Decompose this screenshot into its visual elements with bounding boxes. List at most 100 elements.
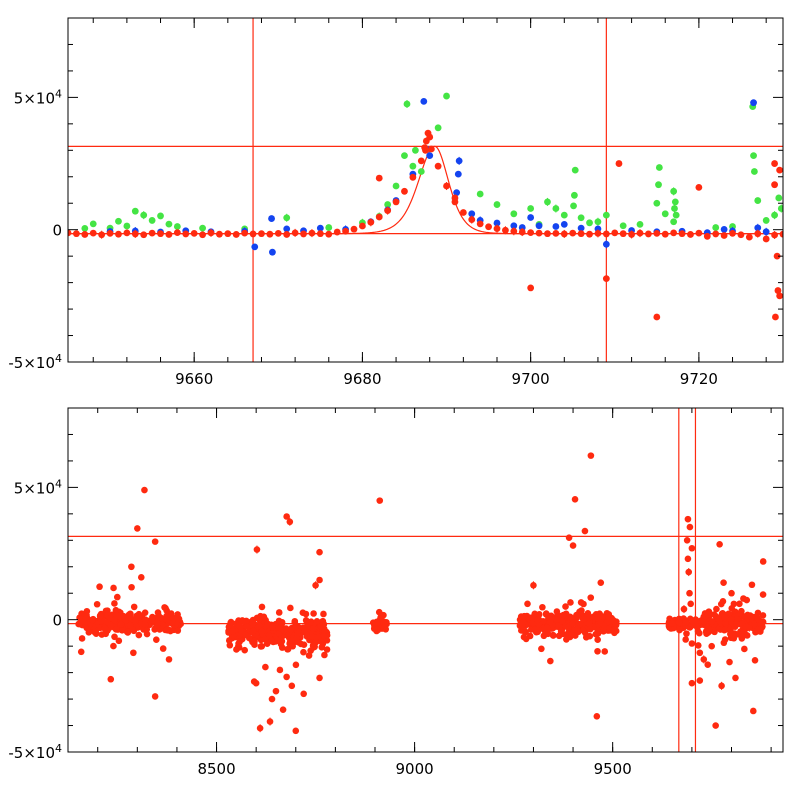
data-point: [321, 651, 328, 659]
data-point: [266, 718, 274, 725]
data-point: [303, 633, 311, 640]
data-point: [266, 230, 274, 238]
data-point: [565, 534, 573, 541]
data-point: [422, 146, 429, 154]
data-point: [741, 645, 748, 653]
data-point: [251, 243, 259, 251]
data-point: [682, 636, 689, 643]
data-point: [420, 97, 428, 105]
data-point: [91, 628, 98, 636]
y-tick-label: -5×104: [8, 352, 62, 372]
data-point: [291, 618, 299, 626]
data-point: [249, 230, 257, 238]
data-point: [106, 230, 114, 237]
data-point: [240, 617, 248, 625]
data-point: [375, 608, 383, 616]
data-point: [455, 157, 463, 165]
data-point: [672, 211, 680, 219]
data-point: [134, 525, 141, 532]
data-point: [283, 513, 290, 520]
data-point: [300, 230, 307, 238]
data-point: [539, 603, 546, 611]
data-point: [670, 229, 678, 237]
data-point: [527, 205, 535, 212]
data-point: [560, 230, 568, 238]
plot-area: [68, 18, 783, 362]
data-point: [544, 198, 551, 206]
data-point: [759, 591, 767, 598]
data-point: [320, 632, 328, 640]
cluster-1: [75, 583, 184, 656]
data-point: [252, 679, 260, 687]
data-point: [120, 612, 127, 620]
data-point: [688, 640, 696, 647]
data-point: [227, 618, 235, 626]
data-point: [159, 645, 167, 652]
data-point: [533, 626, 540, 633]
data-point: [740, 595, 747, 602]
data-point: [575, 628, 582, 636]
data-point: [165, 231, 173, 238]
data-point: [584, 610, 592, 617]
data-point: [700, 618, 708, 625]
data-point: [287, 604, 294, 612]
data-point: [153, 636, 160, 644]
data-point: [98, 631, 106, 638]
data-point: [129, 626, 136, 633]
data-point: [310, 610, 317, 617]
data-point: [427, 145, 435, 153]
series-red: [107, 452, 767, 735]
data-point: [736, 600, 743, 608]
data-point: [316, 224, 324, 232]
data-point: [320, 610, 327, 618]
data-point: [680, 605, 688, 613]
data-point: [318, 643, 326, 651]
x-tick-label: 9000: [396, 760, 434, 778]
data-point: [748, 581, 756, 589]
data-point: [229, 628, 236, 635]
data-point: [249, 627, 257, 635]
data-point: [130, 649, 137, 657]
data-point: [88, 616, 96, 624]
data-point: [476, 190, 484, 198]
data-point: [580, 615, 588, 623]
data-point: [426, 152, 434, 160]
y-tick-label: -5×104: [8, 742, 62, 762]
data-point: [81, 231, 89, 238]
data-point: [601, 648, 609, 655]
data-point: [712, 230, 720, 238]
data-point: [133, 612, 140, 620]
data-point: [236, 638, 243, 645]
data-point: [562, 603, 569, 610]
x-tick-label: 9500: [594, 760, 632, 778]
data-point: [754, 224, 762, 232]
data-point: [552, 223, 560, 230]
data-point: [107, 621, 114, 629]
data-point: [686, 523, 694, 531]
data-point: [611, 229, 619, 237]
data-point: [376, 497, 384, 504]
data-point: [216, 230, 223, 238]
data-point: [751, 168, 758, 175]
data-point: [655, 164, 663, 171]
data-point: [111, 600, 118, 607]
data-point: [528, 614, 535, 622]
data-point: [577, 224, 585, 232]
data-point: [124, 629, 132, 636]
data-point: [370, 625, 378, 632]
data-point: [350, 225, 358, 233]
data-point: [773, 252, 781, 260]
data-point: [316, 548, 323, 556]
data-point: [708, 618, 716, 625]
data-point: [703, 232, 711, 240]
data-point: [190, 230, 198, 237]
data-point: [111, 633, 118, 641]
panel-1: 9660 9680 9700 9720 5×104 0 -5×104: [8, 17, 784, 388]
plot-area: [68, 408, 783, 752]
data-point: [733, 615, 741, 623]
data-point: [77, 618, 85, 625]
data-point: [524, 600, 531, 608]
data-point: [567, 599, 574, 606]
data-point: [682, 619, 690, 626]
